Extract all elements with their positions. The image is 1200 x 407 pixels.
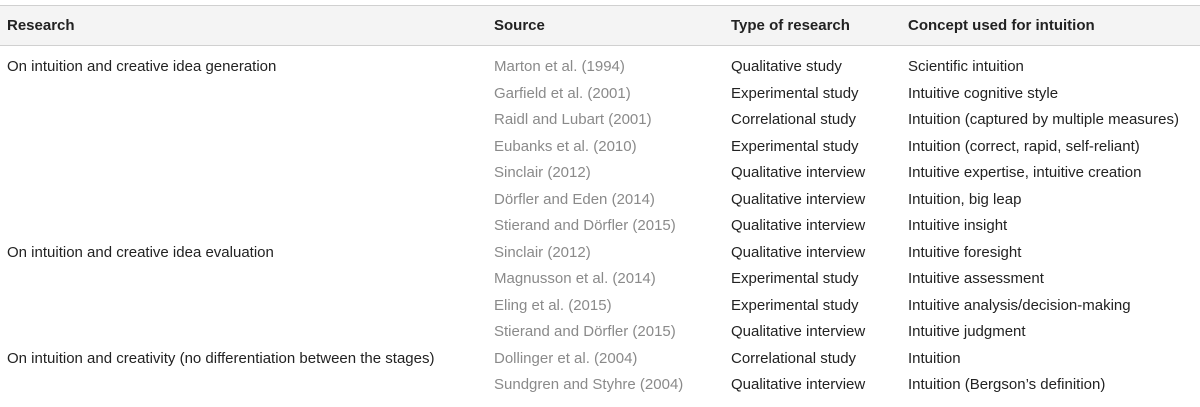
table-row: Raidl and Lubart (2001) Correlational stu… [0, 106, 1200, 133]
table-header: Research Source Type of research Concept… [0, 5, 1200, 46]
table-row: On intuition and creativity (no differen… [0, 345, 1200, 372]
source-cell: Magnusson et al. (2014) [494, 270, 656, 287]
research-table: Research Source Type of research Concept… [0, 5, 1200, 398]
type-cell: Experimental study [731, 137, 859, 155]
source-cell: Dollinger et al. (2004) [494, 349, 638, 367]
table-row: Garfield et al. (2001) Experimental study… [0, 80, 1200, 107]
type-cell: Qualitative interview [731, 243, 866, 261]
source-cell: Eubanks et al. (2010) [494, 137, 637, 155]
type-cell: Experimental study [731, 296, 859, 314]
table-row: Eubanks et al. (2010) Experimental study I… [0, 133, 1200, 160]
header-type-of-research: Type of research [731, 17, 850, 34]
research-cell: On intuition and creative idea generatio… [7, 58, 277, 75]
concept-cell: Intuition (Bergson’s definition) [908, 376, 1106, 393]
concept-cell: Intuitive judgment [908, 323, 1026, 340]
table-row: Sinclair (2012) Qualitative interview Intu… [0, 159, 1200, 186]
concept-cell: Intuition (correct, rapid, self-reliant) [908, 137, 1140, 155]
source-cell: Dörfler and Eden (2014) [494, 190, 655, 208]
type-cell: Qualitative interview [731, 217, 866, 234]
type-cell: Qualitative interview [731, 190, 866, 208]
type-cell: Qualitative interview [731, 323, 866, 340]
concept-cell: Intuition [908, 349, 961, 367]
concept-cell: Intuitive foresight [908, 243, 1022, 261]
source-cell: Marton et al. (1994) [494, 58, 625, 75]
type-cell: Qualitative interview [731, 164, 866, 181]
source-cell: Sinclair (2012) [494, 243, 591, 261]
table-row: Eling et al. (2015) Experimental study Int… [0, 292, 1200, 319]
type-cell: Experimental study [731, 270, 859, 287]
table-row: Sundgren and Styhre (2004) Qualitative in… [0, 371, 1200, 398]
concept-cell: Intuitive expertise, intuitive creation [908, 164, 1142, 181]
source-cell: Sundgren and Styhre (2004) [494, 376, 684, 393]
type-cell: Experimental study [731, 84, 859, 102]
concept-cell: Intuitive analysis/decision-making [908, 296, 1131, 314]
source-cell: Eling et al. (2015) [494, 296, 612, 314]
concept-cell: Intuition, big leap [908, 190, 1022, 208]
concept-cell: Intuitive assessment [908, 270, 1044, 287]
type-cell: Qualitative interview [731, 376, 866, 393]
table-row: Stierand and Dörfler (2015) Qualitative i… [0, 318, 1200, 345]
table-row: On intuition and creative idea generatio… [0, 53, 1200, 80]
header-source: Source [494, 17, 545, 34]
type-cell: Qualitative study [731, 58, 842, 75]
table-row: Magnusson et al. (2014) Experimental stud… [0, 265, 1200, 292]
source-cell: Raidl and Lubart (2001) [494, 111, 652, 128]
header-research: Research [7, 17, 75, 34]
source-cell: Stierand and Dörfler (2015) [494, 323, 676, 340]
type-cell: Correlational study [731, 111, 857, 128]
table-row: On intuition and creative idea evaluatio… [0, 239, 1200, 266]
table-body: On intuition and creative idea generatio… [0, 46, 1200, 398]
concept-cell: Intuition (captured by multiple measures… [908, 111, 1179, 128]
header-concept: Concept used for intuition [908, 17, 1095, 34]
research-cell: On intuition and creative idea evaluatio… [7, 243, 274, 261]
source-cell: Stierand and Dörfler (2015) [494, 217, 676, 234]
concept-cell: Intuitive cognitive style [908, 84, 1059, 102]
concept-cell: Scientific intuition [908, 58, 1024, 75]
type-cell: Correlational study [731, 349, 857, 367]
concept-cell: Intuitive insight [908, 217, 1008, 234]
source-cell: Garfield et al. (2001) [494, 84, 631, 102]
research-cell: On intuition and creativity (no differen… [7, 349, 435, 367]
source-cell: Sinclair (2012) [494, 164, 591, 181]
table-row: Dörfler and Eden (2014) Qualitative inter… [0, 186, 1200, 213]
table-row: Stierand and Dörfler (2015) Qualitative i… [0, 212, 1200, 239]
